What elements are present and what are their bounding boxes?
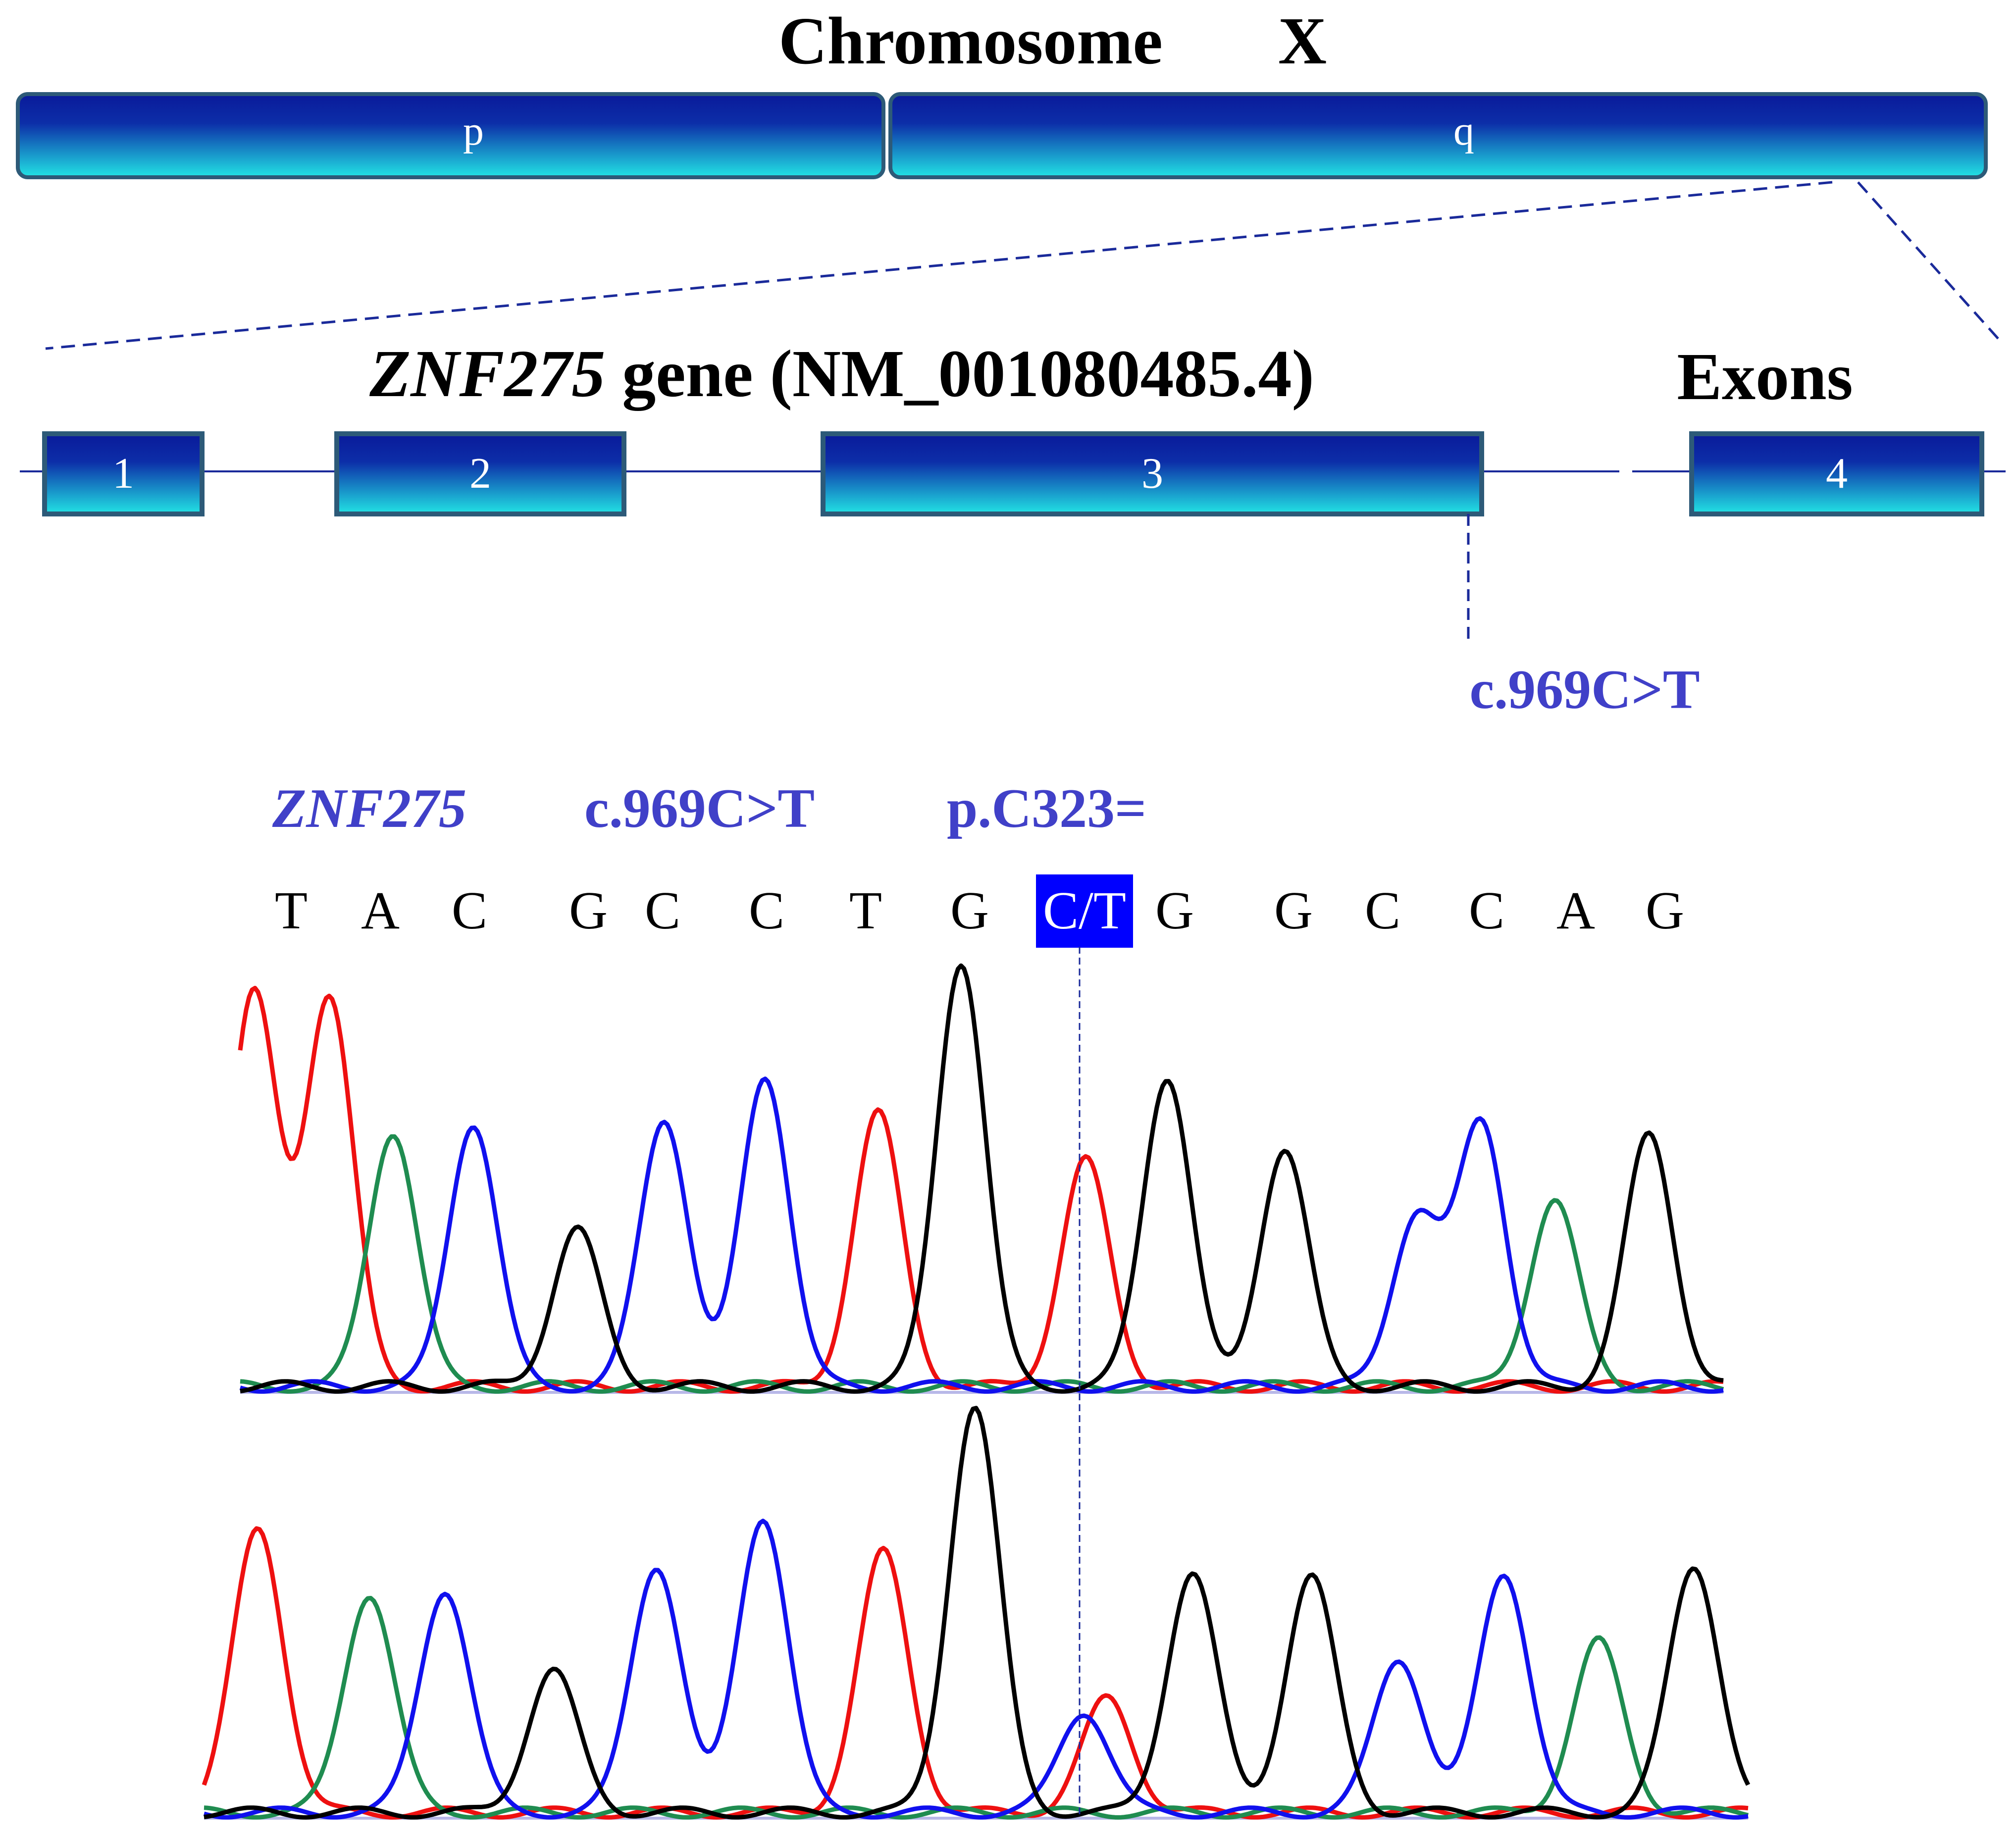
sequence-base: A — [1556, 881, 1595, 940]
q-arm-label: q — [1453, 108, 1474, 154]
variant-base: C/T — [1043, 881, 1126, 940]
trace-T-bottom — [202, 1526, 1749, 1820]
sequence-base: C — [1469, 881, 1504, 940]
sequence-base: C — [452, 881, 487, 940]
sequence-base: G — [569, 881, 608, 940]
exon-3 — [821, 431, 1484, 516]
gene-title: ZNF275 gene (NM_001080485.4) — [369, 337, 1314, 411]
sequence-base: G — [1646, 881, 1684, 940]
sequence-base: C — [645, 881, 680, 940]
exons-label: Exons — [1677, 340, 1853, 414]
variant-base-highlight — [1036, 874, 1133, 948]
chromosome-name: X — [1278, 4, 1327, 78]
variant-cdna: c.969C>T — [584, 778, 815, 839]
exon-3-label: 3 — [1141, 450, 1163, 498]
sequence-base: G — [950, 881, 989, 940]
zoom-lines — [45, 181, 2004, 350]
gene-structure: 1 2 3 4 — [20, 431, 2006, 516]
trace-C-top — [239, 1076, 1724, 1394]
variant-position-label: c.969C>T — [1469, 659, 1700, 720]
p-arm — [16, 92, 885, 179]
chromatogram-bottom — [202, 1406, 1751, 1820]
sequence-row: T A C G C C T G C/T G G C C A G — [275, 874, 1684, 948]
exon-2 — [334, 431, 626, 516]
sequence-base: G — [1155, 881, 1194, 940]
gene-accession: gene (NM_001080485.4) — [605, 337, 1314, 411]
zoom-line-right — [1857, 181, 2004, 345]
exon-1-label: 1 — [112, 450, 134, 498]
trace-C-bottom — [203, 1519, 1749, 1820]
trace-G-top — [240, 963, 1724, 1394]
sequence-base: T — [275, 881, 308, 940]
gene-symbol: ZNF275 — [369, 337, 605, 411]
chromatogram-top — [238, 963, 1724, 1394]
chromosome-title: Chromosome — [778, 4, 1163, 78]
sequence-base: A — [361, 881, 400, 940]
variant-gene-symbol: ZNF275 — [272, 778, 466, 839]
variant-protein: p.C323= — [947, 778, 1146, 839]
chromosome-bar: p q — [16, 92, 1988, 179]
sequence-base: G — [1274, 881, 1313, 940]
p-arm-label: p — [463, 108, 484, 154]
exon-4-label: 4 — [1826, 450, 1848, 498]
exon-1 — [42, 431, 205, 516]
sequence-base: C — [1365, 881, 1400, 940]
sequence-base: T — [849, 881, 882, 940]
trace-G-bottom — [204, 1406, 1751, 1820]
exon-2-label: 2 — [469, 450, 491, 498]
trace-A-bottom — [204, 1596, 1749, 1820]
sequence-base: C — [749, 881, 784, 940]
trace-A-top — [240, 1134, 1724, 1394]
exon-4 — [1689, 431, 1984, 516]
q-arm — [888, 92, 1988, 179]
zoom-line-left — [45, 181, 1833, 350]
